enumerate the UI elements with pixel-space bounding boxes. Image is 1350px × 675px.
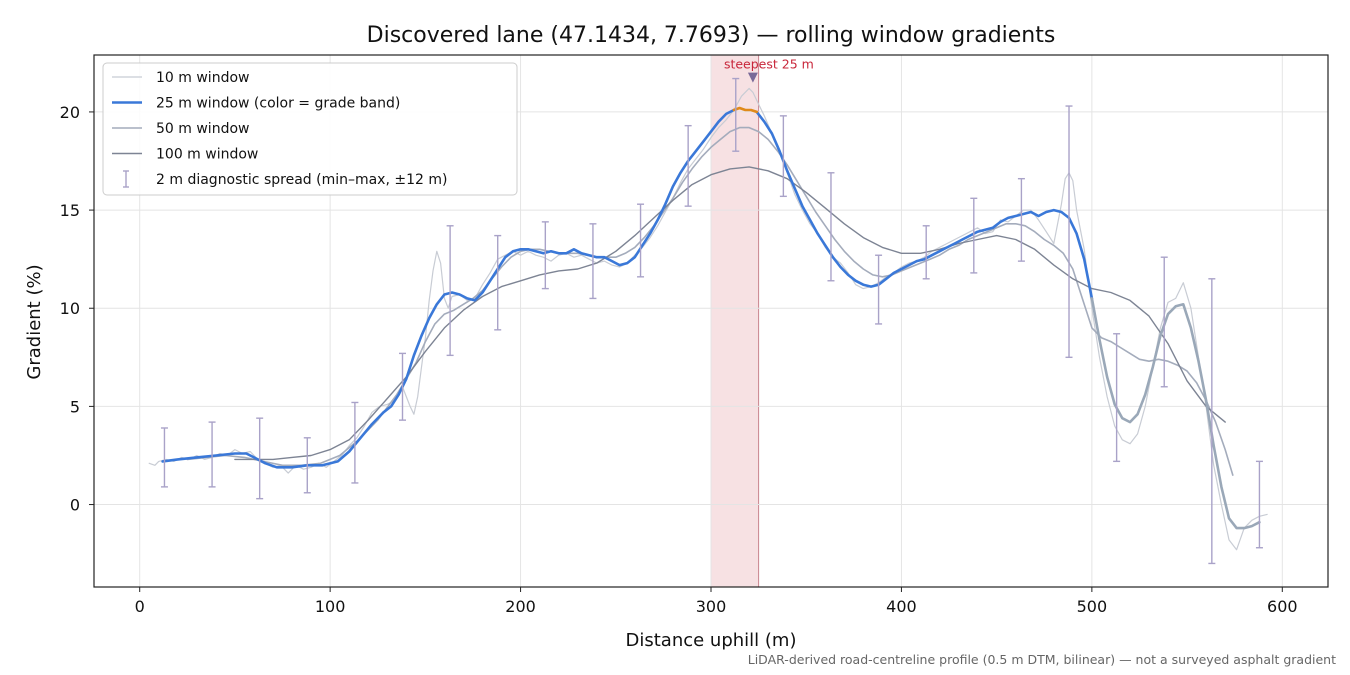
legend-item: 25 m window (color = grade band)	[112, 96, 400, 112]
y-tick-label: 5	[70, 397, 80, 416]
errorbar	[637, 203, 645, 278]
errorbar	[303, 437, 311, 494]
x-tick-label: 400	[886, 597, 917, 616]
series-line	[234, 166, 1226, 461]
errorbar	[160, 427, 168, 488]
footnote: LiDAR-derived road-centreline profile (0…	[748, 652, 1336, 667]
errorbar	[1255, 460, 1263, 549]
errorbar	[779, 115, 787, 198]
x-tick-label: 600	[1267, 597, 1298, 616]
legend-label: 50 m window	[156, 121, 249, 137]
errorbar	[1113, 333, 1121, 463]
steepest-band-layer	[710, 55, 760, 587]
errorbar	[1208, 278, 1216, 565]
errorbar	[589, 223, 597, 300]
errorbar	[446, 225, 454, 357]
errorbar	[351, 401, 359, 484]
errorbar	[922, 225, 930, 280]
errorbar	[1160, 256, 1168, 388]
y-tick-label: 10	[60, 299, 80, 318]
chart-title: Discovered lane (47.1434, 7.7693) — roll…	[367, 23, 1056, 48]
steepest-band	[711, 55, 759, 587]
x-tick-label: 100	[315, 597, 346, 616]
errorbar	[827, 172, 835, 282]
legend-item: 50 m window	[112, 121, 249, 137]
series-line	[755, 110, 1094, 300]
annotation-layer: steepest 25 m	[724, 57, 814, 83]
legend-box	[102, 62, 518, 196]
x-tick-label: 300	[696, 597, 727, 616]
errorbar	[970, 197, 978, 274]
steepest-annotation: steepest 25 m	[724, 57, 814, 72]
errorbar	[732, 77, 740, 152]
errorbar-layer	[160, 77, 1263, 565]
errorbar	[1065, 105, 1073, 359]
series-line	[1090, 297, 1261, 530]
legend-item: 10 m window	[112, 70, 249, 86]
legend-item: 100 m window	[112, 147, 258, 163]
legend-label: 2 m diagnostic spread (min–max, ±12 m)	[156, 172, 447, 188]
x-axis-label: Distance uphill (m)	[626, 630, 797, 651]
errorbar	[494, 234, 502, 331]
errorbar	[256, 417, 264, 500]
legend-label: 100 m window	[156, 147, 258, 163]
x-tick-label: 0	[135, 597, 145, 616]
errorbar	[1017, 177, 1025, 262]
x-tick-label: 200	[505, 597, 536, 616]
y-tick-label: 15	[60, 201, 80, 220]
legend: 10 m window 25 m window (color = grade ba…	[102, 62, 518, 196]
series-line	[732, 106, 758, 114]
x-tick-label: 500	[1077, 597, 1108, 616]
y-tick-label: 0	[70, 496, 80, 515]
y-tick-label: 20	[60, 103, 80, 122]
errorbar	[399, 352, 406, 421]
errorbar	[541, 221, 549, 290]
y-axis-label: Gradient (%)	[24, 264, 45, 379]
tick-layer: 0 100 200 300 400 500 600 0 5 10 15 20	[60, 103, 1298, 616]
errorbar	[684, 124, 692, 207]
series-line	[186, 126, 1234, 476]
legend-label: 25 m window (color = grade band)	[156, 96, 400, 112]
legend-label: 10 m window	[156, 70, 249, 86]
legend-item: 2 m diagnostic spread (min–max, ±12 m)	[123, 170, 447, 188]
errorbar	[208, 421, 216, 488]
steepest-marker	[747, 72, 758, 83]
errorbar	[875, 254, 883, 325]
